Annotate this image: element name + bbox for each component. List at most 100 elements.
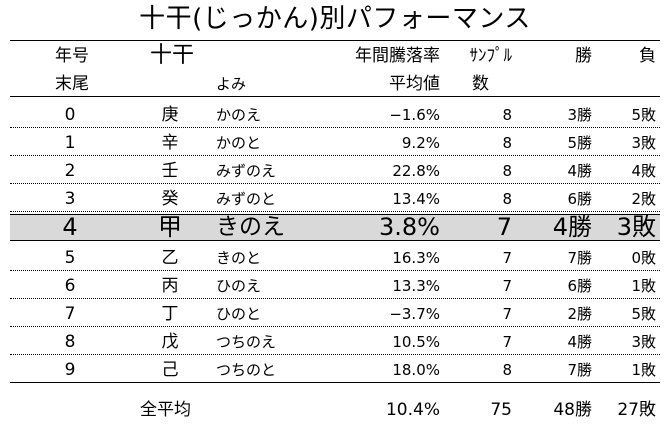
- page-title: 十干(じっかん)別パフォーマンス: [139, 4, 531, 34]
- row-year: 7: [64, 304, 76, 324]
- row-win: 4勝: [552, 213, 592, 241]
- header-year-suffix: 末尾: [55, 74, 89, 94]
- row-yomi: きのえ: [216, 214, 285, 240]
- row-win: 7勝: [567, 361, 592, 379]
- row-rate: 13.3%: [392, 277, 440, 295]
- row-rate: 9.2%: [401, 134, 440, 152]
- header-row-1: 年号 十干 年間騰落率 ｻﾝﾌﾟﾙ 勝 負: [10, 44, 660, 68]
- table-row: 3 癸 みずのと 13.4% 8 6勝 2敗: [10, 187, 660, 212]
- row-jikkan: 乙: [161, 248, 179, 268]
- row-win: 6勝: [567, 190, 592, 208]
- header-yomi: よみ: [216, 75, 247, 93]
- row-win: 5勝: [567, 134, 592, 152]
- row-lose: 2敗: [631, 190, 656, 208]
- row-year: 9: [64, 360, 76, 380]
- row-lose: 1敗: [631, 277, 656, 295]
- row-year: 2: [64, 161, 76, 181]
- table-row: 8 戊 つちのえ 10.5% 7 4勝 3敗: [10, 330, 660, 355]
- header-sample-count: 数: [472, 74, 489, 94]
- header-rate-avg: 平均値: [389, 74, 440, 94]
- row-win: 4勝: [567, 333, 592, 351]
- row-rate: −1.6%: [389, 106, 440, 124]
- row-year: 1: [64, 133, 76, 153]
- row-sample: 7: [502, 277, 512, 295]
- row-win: 3勝: [567, 106, 592, 124]
- row-year: 6: [64, 276, 76, 296]
- row-sample: 8: [502, 162, 512, 180]
- row-sample: 7: [502, 333, 512, 351]
- row-yomi: みずのと: [216, 190, 277, 208]
- row-lose: 3敗: [631, 333, 656, 351]
- row-sample: 8: [502, 106, 512, 124]
- average-label: 全平均: [140, 400, 191, 420]
- row-rate: 3.8%: [379, 213, 440, 241]
- row-jikkan: 丙: [161, 276, 179, 296]
- row-sample: 7: [496, 213, 512, 241]
- row-sample: 7: [502, 249, 512, 267]
- row-year: 5: [64, 248, 76, 268]
- row-yomi: かのと: [216, 134, 262, 152]
- row-rate: 22.8%: [392, 162, 440, 180]
- table-row: 5 乙 きのと 16.3% 7 7勝 0敗: [10, 246, 660, 271]
- row-lose: 4敗: [631, 162, 656, 180]
- average-row: 全平均 10.4% 75 48勝 27敗: [10, 398, 660, 422]
- average-win: 48勝: [553, 400, 592, 420]
- header-lose: 負: [639, 46, 656, 66]
- header-sample: ｻﾝﾌﾟﾙ: [469, 46, 513, 66]
- row-yomi: みずのえ: [216, 162, 277, 180]
- row-yomi: かのえ: [216, 106, 262, 124]
- row-year: 3: [64, 189, 76, 209]
- row-lose: 3敗: [616, 213, 656, 241]
- header-win: 勝: [575, 46, 592, 66]
- row-rate: −3.7%: [389, 305, 440, 323]
- row-win: 6勝: [567, 277, 592, 295]
- row-jikkan: 癸: [161, 189, 179, 209]
- row-sample: 8: [502, 134, 512, 152]
- row-sample: 8: [502, 190, 512, 208]
- header-jikkan: 十干: [150, 43, 195, 68]
- average-lose: 27敗: [617, 400, 656, 420]
- row-yomi: ひのえ: [216, 277, 262, 295]
- row-sample: 8: [502, 361, 512, 379]
- row-lose: 3敗: [631, 134, 656, 152]
- row-rate: 10.5%: [392, 333, 440, 351]
- row-win: 2勝: [567, 305, 592, 323]
- average-rate: 10.4%: [385, 400, 440, 420]
- table-row: 7 丁 ひのと −3.7% 7 2勝 5敗: [10, 302, 660, 327]
- row-jikkan: 戊: [161, 332, 179, 352]
- row-jikkan: 壬: [161, 161, 179, 181]
- row-year: 4: [62, 213, 78, 241]
- header-row-2: 末尾 よみ 平均値 数: [10, 72, 660, 97]
- row-rate: 16.3%: [392, 249, 440, 267]
- table-row: 4 甲 きのえ 3.8% 7 4勝 3敗: [10, 214, 660, 241]
- row-lose: 5敗: [631, 305, 656, 323]
- table-row: 2 壬 みずのえ 22.8% 8 4勝 4敗: [10, 159, 660, 184]
- row-jikkan: 庚: [161, 105, 179, 125]
- row-lose: 1敗: [631, 361, 656, 379]
- row-win: 4勝: [567, 162, 592, 180]
- row-yomi: つちのと: [216, 361, 277, 379]
- row-jikkan: 己: [161, 360, 179, 380]
- table-row: 1 辛 かのと 9.2% 8 5勝 3敗: [10, 131, 660, 156]
- row-jikkan: 丁: [161, 304, 179, 324]
- header-rate: 年間騰落率: [355, 46, 440, 66]
- row-win: 7勝: [567, 249, 592, 267]
- row-year: 0: [64, 105, 76, 125]
- table-row: 6 丙 ひのえ 13.3% 7 6勝 1敗: [10, 274, 660, 299]
- row-jikkan: 辛: [161, 133, 179, 153]
- row-lose: 0敗: [631, 249, 656, 267]
- row-yomi: つちのえ: [216, 333, 277, 351]
- row-year: 8: [64, 332, 76, 352]
- header-year: 年号: [55, 46, 89, 66]
- table-row: 9 己 つちのと 18.0% 8 7勝 1敗: [10, 358, 660, 383]
- table-row: 0 庚 かのえ −1.6% 8 3勝 5敗: [10, 103, 660, 128]
- average-sample: 75: [490, 400, 512, 420]
- row-rate: 13.4%: [392, 190, 440, 208]
- top-rule: [10, 40, 660, 41]
- row-yomi: ひのと: [216, 305, 262, 323]
- row-lose: 5敗: [631, 106, 656, 124]
- row-sample: 7: [502, 305, 512, 323]
- row-rate: 18.0%: [392, 361, 440, 379]
- row-yomi: きのと: [216, 249, 262, 267]
- row-jikkan: 甲: [158, 213, 182, 241]
